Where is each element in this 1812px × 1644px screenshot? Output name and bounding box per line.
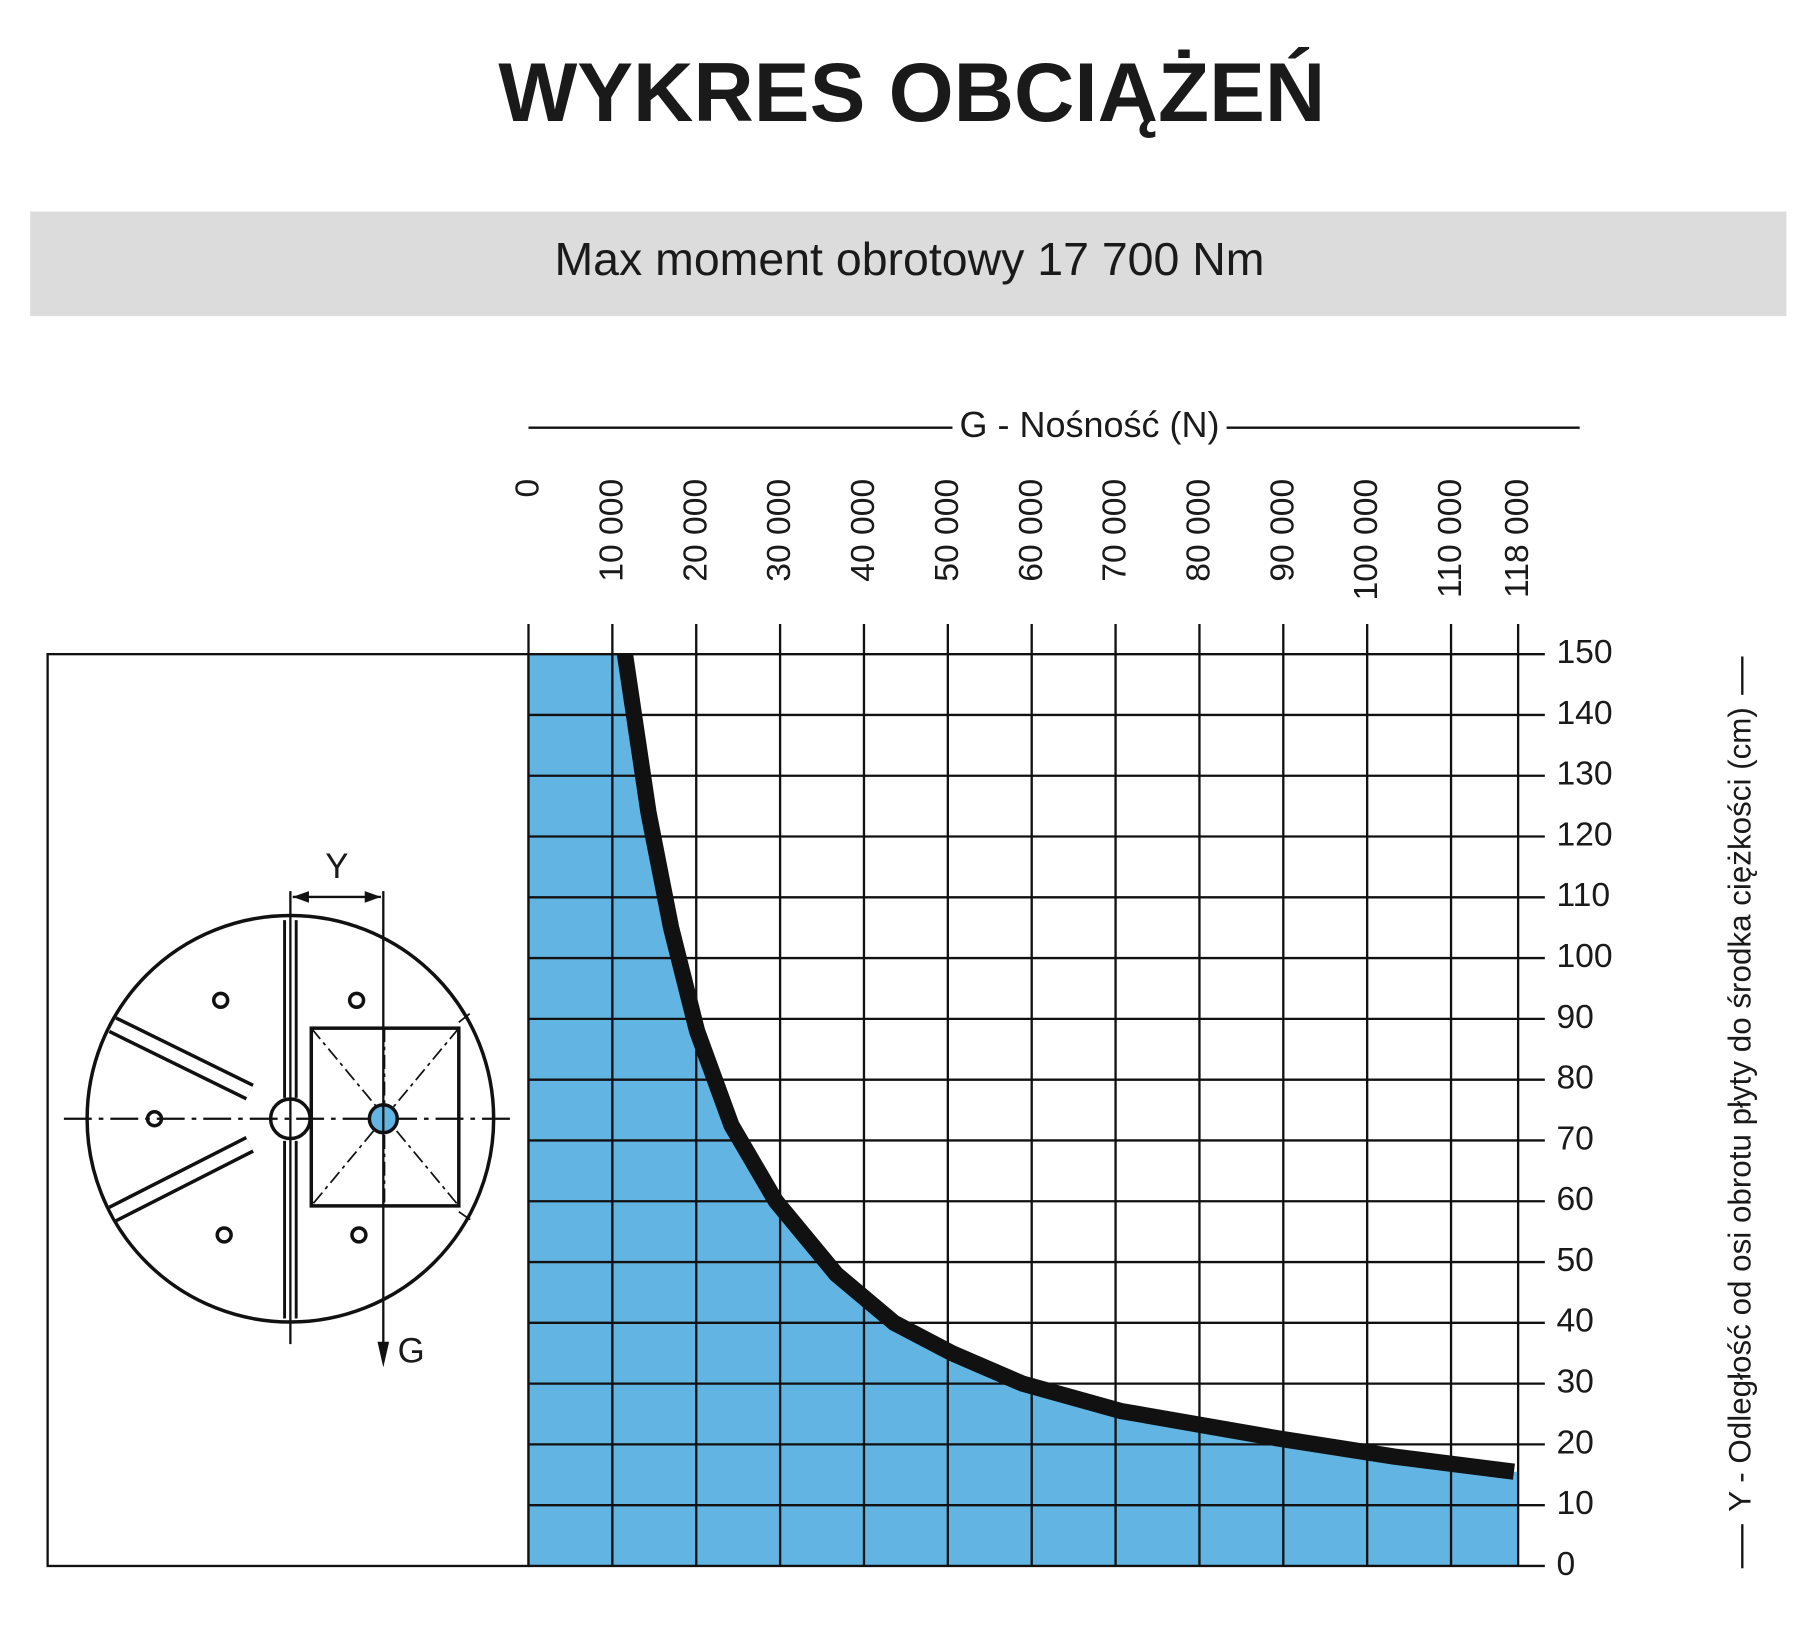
- y-tick-label: 0: [1556, 1546, 1575, 1583]
- hole: [211, 991, 230, 1010]
- x-tick-label: 40 000: [845, 479, 882, 582]
- y-tick-label: 20: [1556, 1424, 1593, 1461]
- hole: [145, 1110, 164, 1128]
- x-tick-label: 90 000: [1264, 479, 1301, 582]
- diagram-label: G: [398, 1332, 425, 1371]
- y-tick-label: 110: [1556, 877, 1610, 914]
- y-tick-label: 140: [1556, 695, 1612, 732]
- load-curve: [616, 652, 1515, 1480]
- x-tick-label: 80 000: [1180, 479, 1217, 582]
- x-tick-label: 30 000: [761, 479, 798, 582]
- hole: [347, 991, 366, 1010]
- y-tick-label: 150: [1556, 634, 1612, 671]
- x-tick-label: 100 000: [1348, 479, 1385, 601]
- x-tick-label: 0: [510, 479, 547, 498]
- x-tick-label: 50 000: [929, 479, 966, 582]
- slot-inner: [110, 1019, 253, 1220]
- x-tick-label: 60 000: [1013, 479, 1050, 582]
- y-tick-label: 70: [1556, 1120, 1593, 1157]
- y-tick-label: 80: [1556, 1060, 1593, 1097]
- y-tick-label: 100: [1556, 938, 1612, 975]
- y-tick-label: 120: [1556, 816, 1612, 853]
- area-fill: [528, 654, 1519, 1566]
- y-tick-label: 50: [1556, 1242, 1593, 1279]
- x-axis-label: G - Nośność (N): [959, 404, 1219, 445]
- y-tick-label: 60: [1556, 1181, 1593, 1218]
- x-tick-label: 10 000: [593, 479, 630, 582]
- hole: [215, 1226, 233, 1244]
- x-tick-label: 118 000: [1499, 479, 1536, 598]
- y-tick-label: 10: [1556, 1485, 1593, 1522]
- diagram-frame: [46, 652, 530, 1568]
- chart-title: WYKRES OBCIĄŻEŃ: [498, 45, 1325, 139]
- x-tick-label: 70 000: [1097, 479, 1134, 582]
- x-tick-label: 110 000: [1432, 479, 1469, 598]
- x-tick-label: 20 000: [677, 479, 714, 582]
- diagram: Y G: [46, 652, 530, 1568]
- y-tick-label: 40: [1556, 1303, 1593, 1340]
- y-tick-label: 130: [1556, 756, 1612, 793]
- subtitle-band: [30, 211, 1787, 317]
- y-tick-label: 30: [1556, 1363, 1593, 1400]
- arrow: [377, 1341, 390, 1368]
- slot: [283, 920, 298, 1319]
- y-tick-label: 90: [1556, 999, 1593, 1036]
- chart-subtitle: Max moment obrotowy 17 700 Nm: [554, 233, 1264, 285]
- y-axis-label: Y - Odległość od osi obrotu płyty do śro…: [1723, 707, 1758, 1512]
- diagram-label: Y: [325, 847, 348, 886]
- hole: [350, 1226, 368, 1244]
